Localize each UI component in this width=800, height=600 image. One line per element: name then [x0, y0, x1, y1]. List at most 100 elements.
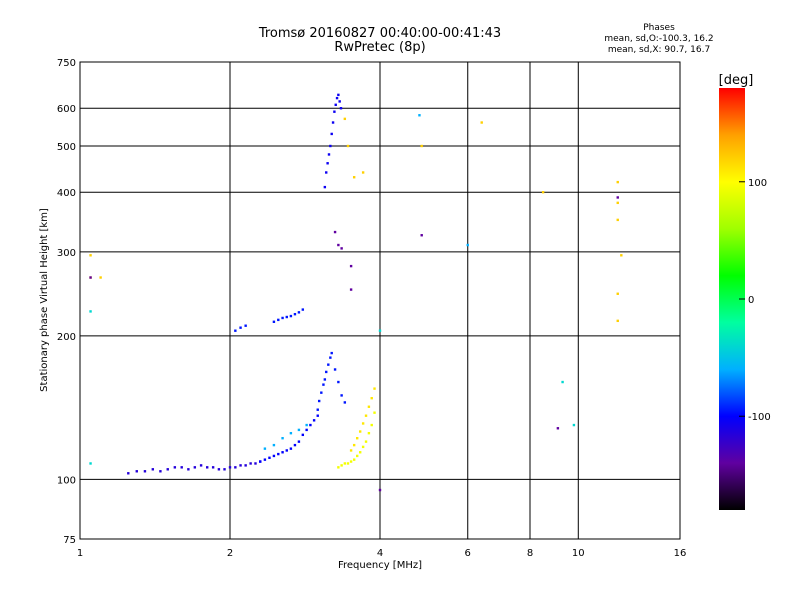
data-point [293, 312, 297, 316]
colorbar-tick-label: 0 [748, 295, 754, 306]
data-point [289, 431, 293, 435]
data-point [616, 180, 619, 184]
data-point [367, 405, 371, 408]
data-point [338, 100, 341, 103]
data-point [480, 121, 483, 124]
data-point [305, 423, 308, 427]
grid-lines [80, 62, 680, 539]
data-point [244, 324, 247, 327]
chart-subtitle: RwPretec (8p) [334, 40, 426, 55]
y-tick-label: 400 [57, 188, 76, 199]
y-tick-label: 200 [57, 332, 76, 343]
x-tick-label: 2 [227, 548, 233, 559]
data-point [249, 462, 252, 465]
y-tick-label: 750 [57, 58, 76, 69]
data-point [305, 428, 308, 432]
data-point [297, 428, 301, 432]
data-point [223, 468, 226, 471]
colorbar-tick-label: 100 [748, 178, 767, 189]
data-point [323, 185, 327, 189]
data-point [331, 121, 335, 124]
data-point [297, 440, 301, 443]
data-point [355, 454, 359, 458]
data-point [352, 443, 356, 447]
x-tick-label: 10 [572, 548, 585, 559]
data-point [616, 218, 619, 222]
data-point [420, 234, 423, 237]
data-point [370, 396, 373, 400]
data-point [272, 320, 276, 323]
data-point [346, 144, 350, 148]
data-point [616, 201, 619, 205]
data-point [277, 452, 280, 456]
data-point [89, 276, 92, 279]
data-point [572, 423, 576, 427]
data-point [316, 408, 319, 411]
data-point [367, 431, 371, 435]
data-point [340, 464, 343, 467]
x-tick-label: 1 [77, 548, 83, 559]
data-point [263, 447, 267, 450]
data-point [228, 466, 232, 469]
data-point [317, 399, 321, 403]
data-point [378, 329, 382, 332]
data-point [285, 449, 288, 452]
data-point [244, 464, 247, 467]
data-point [333, 368, 337, 371]
data-point [234, 329, 237, 332]
data-point [358, 451, 362, 454]
data-point [143, 470, 147, 473]
data-point [89, 254, 92, 257]
data-point [561, 380, 564, 384]
data-point [616, 319, 619, 323]
data-point [361, 422, 365, 425]
x-axis-label: Frequency [MHz] [338, 560, 422, 571]
data-point [301, 433, 305, 437]
data-point [239, 326, 242, 329]
data-point [263, 458, 267, 461]
data-point [361, 445, 365, 449]
y-tick-label: 600 [57, 104, 76, 115]
data-point [127, 472, 130, 475]
data-point [320, 391, 323, 394]
data-point [330, 351, 333, 355]
data-point [349, 288, 353, 291]
data-point [616, 196, 619, 199]
data-point [355, 437, 359, 440]
data-point [180, 466, 183, 469]
data-point [327, 153, 331, 156]
data-point [329, 356, 332, 359]
data-point [343, 401, 347, 404]
data-point [340, 247, 343, 250]
data-point [309, 423, 312, 427]
data-point [370, 423, 373, 427]
data-point [193, 466, 197, 469]
data-point [217, 468, 221, 471]
data-point [135, 470, 138, 473]
x-tick-label: 4 [377, 548, 383, 559]
data-point [297, 311, 301, 314]
data-point [254, 462, 257, 465]
data-point [349, 264, 353, 268]
data-point [352, 176, 356, 179]
data-point [364, 440, 368, 443]
y-tick-label: 100 [57, 475, 76, 486]
data-point [337, 93, 340, 97]
phases-header: Phases [643, 23, 675, 33]
data-point [418, 114, 421, 117]
x-tick-label: 6 [465, 548, 471, 559]
data-point [378, 488, 382, 492]
data-point [337, 243, 340, 247]
phases-x-mode: mean, sd,X: 90.7, 16.7 [607, 45, 711, 55]
data-point [334, 103, 337, 107]
data-point [159, 470, 162, 473]
data-point [293, 443, 297, 447]
x-tick-label: 16 [674, 548, 687, 559]
chart-title: Tromsø 20160827 00:40:00-00:41:43 [258, 26, 502, 41]
data-point [556, 427, 560, 430]
data-point [166, 468, 169, 471]
data-point [326, 162, 329, 165]
data-point [352, 458, 356, 461]
data-point [364, 414, 368, 417]
